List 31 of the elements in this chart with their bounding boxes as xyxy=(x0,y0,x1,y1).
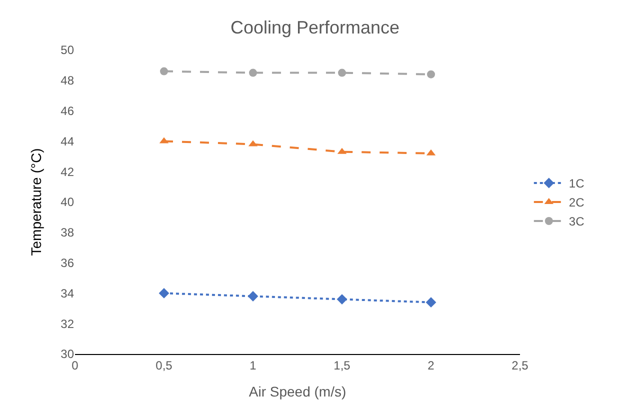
y-tick-label: 30 xyxy=(60,347,74,362)
x-tick-label: 0,5 xyxy=(156,358,173,372)
point xyxy=(426,297,436,308)
y-tick-label: 40 xyxy=(60,195,74,210)
x-axis-title: Air Speed (m/s) xyxy=(248,384,346,400)
y-tick-label: 46 xyxy=(60,104,74,118)
y-tick-label: 44 xyxy=(60,134,74,148)
point xyxy=(336,294,348,304)
point xyxy=(427,70,435,78)
point xyxy=(160,67,168,76)
y-axis-title: Temperature (°C) xyxy=(28,148,44,256)
y-tick-label: 32 xyxy=(60,316,74,331)
x-tick-label: 0 xyxy=(72,358,79,372)
point xyxy=(158,288,170,298)
x-tick-label: 2,5 xyxy=(512,358,529,372)
point xyxy=(249,68,257,77)
legend-label: 1C xyxy=(568,176,585,191)
point xyxy=(248,291,258,302)
y-tick-label: 36 xyxy=(60,256,74,270)
x-tick-label: 1 xyxy=(250,358,257,372)
y-tick-label: 42 xyxy=(60,164,74,179)
y-tick-label: 50 xyxy=(60,43,74,58)
y-tick-label: 38 xyxy=(60,226,74,240)
x-tick-label: 1,5 xyxy=(334,358,351,372)
y-tick-label: 48 xyxy=(60,74,74,88)
point xyxy=(338,68,346,77)
legend-label: 3C xyxy=(568,214,585,229)
chart-title: Cooling Performance xyxy=(230,17,400,38)
legend-label: 2C xyxy=(568,196,585,210)
y-tick-label: 34 xyxy=(60,286,74,300)
x-tick-label: 2 xyxy=(428,358,435,372)
